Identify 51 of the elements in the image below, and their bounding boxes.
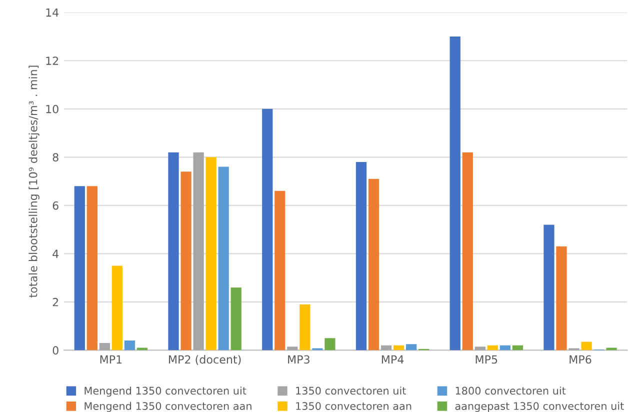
bar — [406, 344, 417, 350]
bar — [262, 108, 273, 350]
bar — [462, 152, 473, 350]
bar — [356, 162, 367, 350]
bar — [86, 186, 98, 350]
bar — [193, 152, 204, 350]
bar — [512, 345, 524, 350]
y-tick-label: 6 — [52, 201, 58, 210]
bar — [99, 342, 110, 350]
bar — [487, 345, 498, 350]
legend-label: 1350 convectoren aan — [296, 402, 412, 410]
x-tick-label: MP3 — [288, 355, 310, 364]
bar — [450, 36, 460, 350]
bar — [500, 345, 510, 350]
bar — [287, 346, 298, 350]
bar — [544, 224, 554, 350]
bar — [206, 157, 216, 350]
y-tick-label: 4 — [52, 250, 59, 258]
bar — [368, 178, 380, 350]
legend-label: aangepast 1350 convectoren uit — [455, 402, 624, 412]
y-tick-label: 8 — [52, 153, 58, 162]
bar — [180, 172, 192, 350]
bar — [380, 345, 392, 350]
legend-label: 1800 convectoren uit — [456, 386, 566, 395]
bar — [112, 266, 123, 350]
x-tick-label: MP2 (docent) — [169, 355, 241, 365]
legend-label: Mengend 1350 convectoren aan — [84, 402, 252, 412]
bar — [474, 346, 486, 350]
bar — [324, 338, 336, 350]
bar — [124, 340, 136, 350]
y-tick-label: 10 — [46, 104, 58, 114]
x-tick-label: MP1 — [100, 355, 122, 364]
y-tick-label: 12 — [46, 56, 58, 65]
y-tick-label: 0 — [52, 346, 58, 355]
y-tick-label: 14 — [46, 8, 59, 17]
bar — [168, 152, 179, 350]
y-tick-label: 2 — [52, 298, 58, 306]
bar — [556, 246, 567, 350]
x-tick-label: MP5 — [476, 355, 498, 364]
bar — [581, 342, 592, 350]
bar — [300, 304, 310, 350]
legend-label: Mengend 1350 convectoren uit — [84, 386, 246, 397]
bar — [274, 190, 286, 350]
x-tick-label: MP4 — [382, 355, 404, 364]
bar — [230, 287, 242, 350]
legend-label: 1350 convectoren uit — [296, 386, 406, 395]
bar — [218, 166, 229, 350]
y-axis-title: totale blootstelling [10⁹ deeltjes/m³ . min] — [28, 66, 40, 298]
bar — [393, 345, 404, 350]
bar — [74, 186, 85, 350]
x-tick-label: MP6 — [570, 355, 592, 364]
